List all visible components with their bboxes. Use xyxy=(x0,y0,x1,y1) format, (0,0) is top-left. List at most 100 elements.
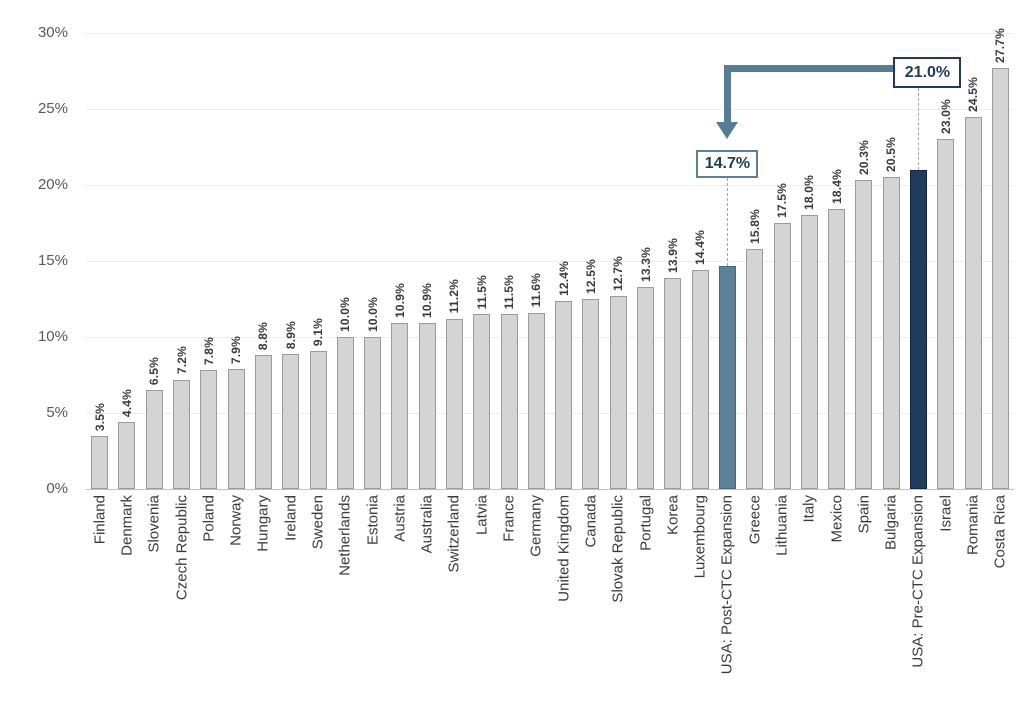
y-tick-label: 25% xyxy=(37,100,68,117)
bar-category-label: Portugal xyxy=(637,495,655,551)
arrow-horizontal-segment xyxy=(723,65,894,72)
bar-value-label: 7.8% xyxy=(201,337,216,366)
gridline xyxy=(86,109,1014,110)
bar xyxy=(527,312,545,489)
bar-category-label: Netherlands xyxy=(336,495,354,576)
bar xyxy=(282,353,300,489)
bar-category-label: Germany xyxy=(527,495,545,557)
gridline xyxy=(86,261,1014,262)
bar-category-label: Switzerland xyxy=(445,495,463,573)
bar-category-label: Korea xyxy=(664,495,682,536)
bar-category-label: Norway xyxy=(227,495,245,546)
bar xyxy=(254,355,272,489)
bar-category-label: Australia xyxy=(418,495,436,554)
bar-category-label: United Kingdom xyxy=(555,495,573,602)
bar-category-label: Bulgaria xyxy=(882,495,900,551)
y-tick-label: 0% xyxy=(46,480,68,497)
y-tick-label: 30% xyxy=(37,24,68,41)
bar-value-label: 8.9% xyxy=(283,320,298,349)
bar-category-label: Luxembourg xyxy=(691,495,709,579)
bar-category-label: Canada xyxy=(582,495,600,548)
bar-category-label: Israel xyxy=(937,495,955,532)
bar xyxy=(473,314,491,489)
bar-value-label: 10.9% xyxy=(420,283,435,319)
gridline xyxy=(86,33,1014,34)
bar-value-label: 9.1% xyxy=(311,317,325,346)
bar-value-label: 11.5% xyxy=(474,274,489,310)
callout-pre-ctc-label: 21.0% xyxy=(904,63,951,81)
y-tick-label: 15% xyxy=(37,252,68,269)
bar-category-label: Estonia xyxy=(364,495,382,546)
bar xyxy=(609,295,627,489)
bar xyxy=(882,177,900,489)
bar-value-label: 4.4% xyxy=(119,388,134,418)
bar-value-label: 12.4% xyxy=(556,260,571,296)
bar-value-label: 13.9% xyxy=(665,237,680,273)
bar-value-label: 3.5% xyxy=(92,402,107,431)
bar-usa-post-ctc xyxy=(718,265,736,489)
bar xyxy=(555,300,573,489)
y-tick-label: 10% xyxy=(37,328,68,345)
bar-category-label: USA: Post-CTC Expansion xyxy=(718,495,736,675)
bar-category-label: Italy xyxy=(800,495,818,523)
bar xyxy=(691,270,709,489)
bar-category-label: Hungary xyxy=(254,495,272,552)
bar-value-label: 11.2% xyxy=(447,279,462,314)
bar-category-label: USA: Pre-CTC Expansion xyxy=(909,495,927,668)
bar-value-label: 6.5% xyxy=(147,357,162,386)
callout-post-ctc-label: 14.7% xyxy=(704,155,751,172)
bar-category-label: Denmark xyxy=(118,495,136,556)
bar-value-label: 23.0% xyxy=(938,99,953,135)
callout-pre-connector-line xyxy=(918,88,920,170)
bar-category-label: Czech Republic xyxy=(173,495,191,601)
bar xyxy=(118,422,136,489)
bar-value-label: 10.0% xyxy=(365,296,380,332)
bar-category-label: Ireland xyxy=(282,495,300,541)
gridline xyxy=(86,337,1014,338)
arrow-head-icon xyxy=(716,122,739,139)
bar-value-label: 18.4% xyxy=(829,169,844,205)
callout-post-ctc: 14.7% xyxy=(696,150,759,178)
bar-value-label: 15.8% xyxy=(747,208,762,244)
bar xyxy=(309,350,327,489)
bar-category-label: France xyxy=(500,495,518,542)
bar-value-label: 12.5% xyxy=(583,258,598,294)
bar xyxy=(336,337,354,489)
bar-value-label: 11.5% xyxy=(502,274,517,310)
bar-value-label: 10.0% xyxy=(338,296,353,332)
bar-category-label: Sweden xyxy=(309,495,327,550)
bar xyxy=(173,379,191,489)
callout-post-connector-line xyxy=(727,178,729,266)
bar xyxy=(500,314,518,489)
bar xyxy=(364,337,382,489)
bar-value-label: 20.5% xyxy=(884,137,899,173)
bar-category-label: Slovak Republic xyxy=(609,495,627,603)
bar xyxy=(800,215,818,489)
bar-category-label: Costa Rica xyxy=(991,495,1009,569)
bar-value-label: 8.8% xyxy=(256,322,271,351)
bar xyxy=(828,209,846,489)
bar-category-label: Romania xyxy=(964,495,982,556)
bar xyxy=(445,318,463,489)
bar-value-label: 7.9% xyxy=(229,335,244,364)
bar xyxy=(391,323,409,489)
bar-category-label: Greece xyxy=(746,495,764,545)
bar xyxy=(418,323,436,489)
x-axis-line xyxy=(86,489,1014,490)
bar-value-label: 12.7% xyxy=(611,255,626,291)
bar-usa-pre-ctc xyxy=(909,169,927,489)
bar xyxy=(91,435,109,489)
bar-category-label: Spain xyxy=(855,495,873,534)
gridline xyxy=(86,413,1014,414)
bar-category-label: Slovenia xyxy=(145,495,163,553)
y-tick-label: 5% xyxy=(46,404,68,421)
bar xyxy=(582,299,600,489)
bar xyxy=(855,180,873,489)
arrow-vertical-segment xyxy=(723,65,731,122)
bar-category-label: Poland xyxy=(200,495,218,542)
bar-value-label: 7.2% xyxy=(174,346,189,375)
bar-category-label: Lithuania xyxy=(773,495,791,556)
bar-value-label: 14.4% xyxy=(693,230,708,266)
bar-category-label: Finland xyxy=(91,495,109,545)
